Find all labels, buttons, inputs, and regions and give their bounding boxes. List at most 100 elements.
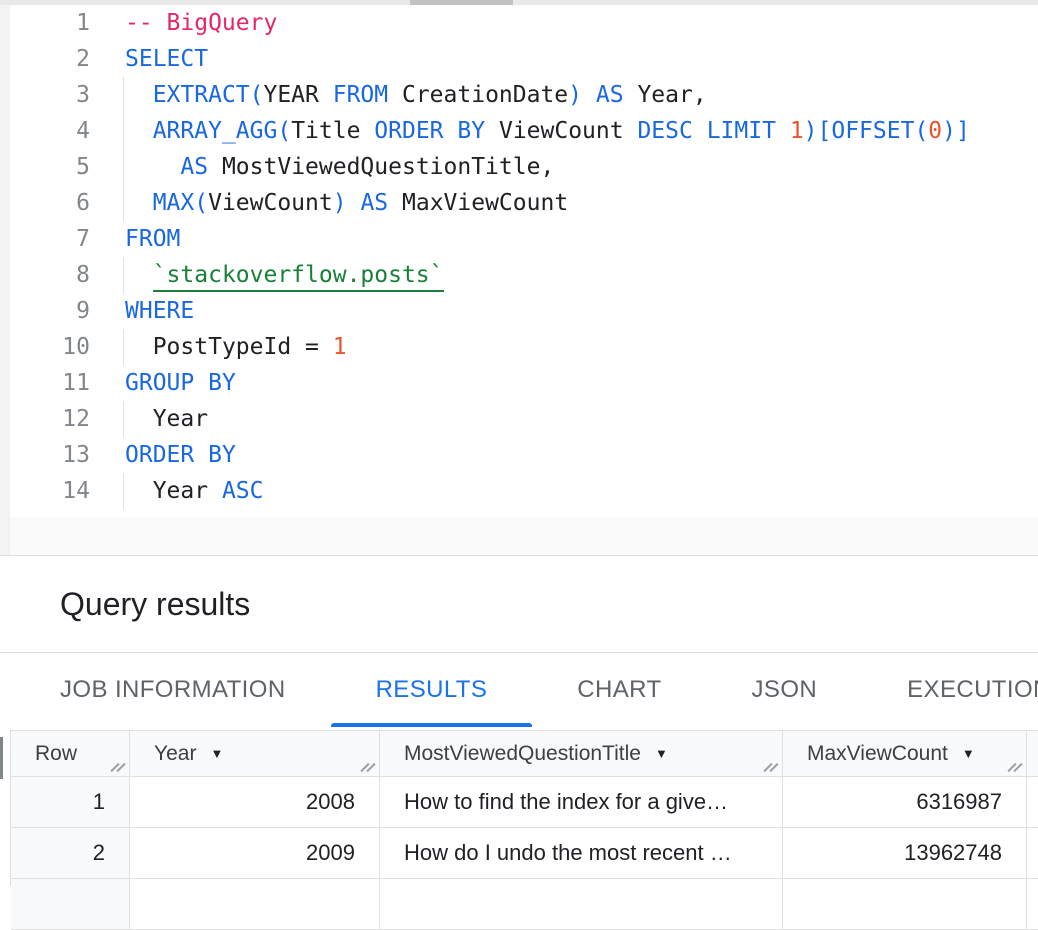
token-kw: )] [942, 118, 970, 144]
code-line[interactable]: 6 MAX(ViewCount) AS MaxViewCount [10, 185, 1038, 221]
tab-job-information[interactable]: JOB INFORMATION [15, 653, 331, 727]
token-id: CreationDate [402, 82, 568, 108]
cell-spacer [1027, 777, 1038, 828]
cell-spacer [1027, 879, 1038, 930]
column-resize-handle-icon[interactable] [761, 759, 777, 773]
code-line[interactable]: 12 Year [10, 401, 1038, 437]
code-line[interactable]: 7FROM [10, 221, 1038, 257]
token-op: = [305, 334, 319, 360]
column-label: Year [154, 742, 196, 766]
editor-code-lines[interactable]: 1-- BigQuery2SELECT3 EXTRACT(YEAR FROM C… [10, 5, 1038, 509]
token-kw: ) [333, 190, 347, 216]
indent-guide [123, 473, 124, 509]
column-resize-handle-icon[interactable] [1005, 759, 1021, 773]
cell-most-viewed-question-title: How do I undo the most recent … [380, 828, 783, 879]
tab-execution-details[interactable]: EXECUTION DETAILS [862, 653, 1038, 727]
token-plain [125, 118, 153, 144]
line-number: 11 [10, 365, 90, 401]
cell-year: 2009 [130, 828, 380, 879]
token-plain [291, 334, 305, 360]
code-line[interactable]: 11GROUP BY [10, 365, 1038, 401]
token-num: 0 [928, 118, 942, 144]
column-resize-handle-icon[interactable] [358, 759, 374, 773]
line-number: 13 [10, 437, 90, 473]
token-plain [485, 118, 499, 144]
editor-left-gutter-strip [0, 5, 10, 555]
code-line[interactable]: 1-- BigQuery [10, 5, 1038, 41]
token-id: ViewCount [499, 118, 624, 144]
token-kw: AS [180, 154, 208, 180]
tab-results[interactable]: RESULTS [331, 653, 533, 727]
code-line[interactable]: 13 ORDER BY [10, 437, 1038, 473]
token-plain [360, 118, 374, 144]
cell-max-view-count [783, 879, 1027, 930]
code-text: PostTypeId = 1 [125, 329, 347, 365]
token-plain [125, 154, 180, 180]
token-id: ViewCount [208, 190, 333, 216]
column-header-year[interactable]: Year ▼ [130, 731, 380, 777]
tab-json[interactable]: JSON [707, 653, 863, 727]
token-kw: AS [360, 190, 388, 216]
query-results-header: Query results [0, 556, 1038, 652]
code-line[interactable]: 2 SELECT [10, 41, 1038, 77]
code-text: Year ASC [125, 473, 264, 509]
code-text: -- BigQuery [125, 5, 277, 41]
code-line[interactable]: 14 Year ASC [10, 473, 1038, 509]
results-vertical-scrollbar-thumb[interactable] [0, 737, 3, 779]
results-table-header-row: RowYear▼MostViewedQuestionTitle▼MaxViewC… [11, 731, 1038, 777]
sql-editor[interactable]: 1-- BigQuery2SELECT3 EXTRACT(YEAR FROM C… [0, 5, 1038, 555]
code-line[interactable]: 4 ARRAY_AGG(Title ORDER BY ViewCount DES… [10, 113, 1038, 149]
token-id: Year, [637, 82, 706, 108]
line-number: 4 [10, 113, 90, 149]
token-id: Year [153, 406, 208, 432]
token-plain [208, 478, 222, 504]
token-table: `stackoverflow.posts` [153, 262, 444, 292]
sort-dropdown-icon[interactable]: ▼ [210, 747, 223, 760]
code-line[interactable]: 5 AS MostViewedQuestionTitle, [10, 149, 1038, 185]
column-resize-handle-icon[interactable] [108, 759, 124, 773]
results-tab-bar: JOB INFORMATIONRESULTSCHARTJSONEXECUTION… [0, 653, 1038, 727]
tab-chart[interactable]: CHART [532, 653, 706, 727]
token-plain [208, 154, 222, 180]
indent-guide [123, 113, 124, 149]
token-plain [582, 82, 596, 108]
code-line[interactable]: 3 EXTRACT(YEAR FROM CreationDate) AS Yea… [10, 77, 1038, 113]
token-plain [776, 118, 790, 144]
column-label: MaxViewCount [807, 742, 948, 766]
code-line[interactable]: 8 `stackoverflow.posts` [10, 257, 1038, 293]
token-kw: BY [457, 118, 485, 144]
token-kw: SELECT [125, 46, 208, 72]
token-id: YEAR [263, 82, 318, 108]
token-kw: ARRAY_AGG( [153, 118, 291, 144]
column-header-mostviewedquestiontitle[interactable]: MostViewedQuestionTitle ▼ [380, 731, 783, 777]
token-plain [125, 478, 153, 504]
sort-dropdown-icon[interactable]: ▼ [655, 747, 668, 760]
token-plain [194, 442, 208, 468]
cell-max-view-count: 6316987 [783, 777, 1027, 828]
code-line[interactable]: 9WHERE [10, 293, 1038, 329]
column-label: MostViewedQuestionTitle [404, 742, 641, 766]
code-text: ORDER BY [125, 437, 236, 473]
line-number: 2 [10, 41, 90, 77]
token-kw: )[OFFSET( [804, 118, 929, 144]
token-kw: EXTRACT( [153, 82, 264, 108]
results-table-body: 12008How to find the index for a give…63… [11, 777, 1038, 930]
cell-row-number [11, 879, 130, 930]
code-text: FROM [125, 221, 180, 257]
column-header-maxviewcount[interactable]: MaxViewCount ▼ [783, 731, 1027, 777]
column-label: Row [35, 742, 77, 766]
token-num: 1 [333, 334, 347, 360]
code-line[interactable]: 10 PostTypeId = 1 [10, 329, 1038, 365]
column-header-spacer [1027, 731, 1038, 777]
sort-dropdown-icon[interactable]: ▼ [962, 747, 975, 760]
results-table: RowYear▼MostViewedQuestionTitle▼MaxViewC… [10, 730, 1038, 886]
token-plain [624, 82, 638, 108]
cell-year: 2008 [130, 777, 380, 828]
token-plain [388, 82, 402, 108]
line-number: 8 [10, 257, 90, 293]
cell-most-viewed-question-title [380, 879, 783, 930]
token-plain [194, 370, 208, 396]
token-plain [388, 190, 402, 216]
token-plain [319, 334, 333, 360]
token-id: Year [153, 478, 208, 504]
